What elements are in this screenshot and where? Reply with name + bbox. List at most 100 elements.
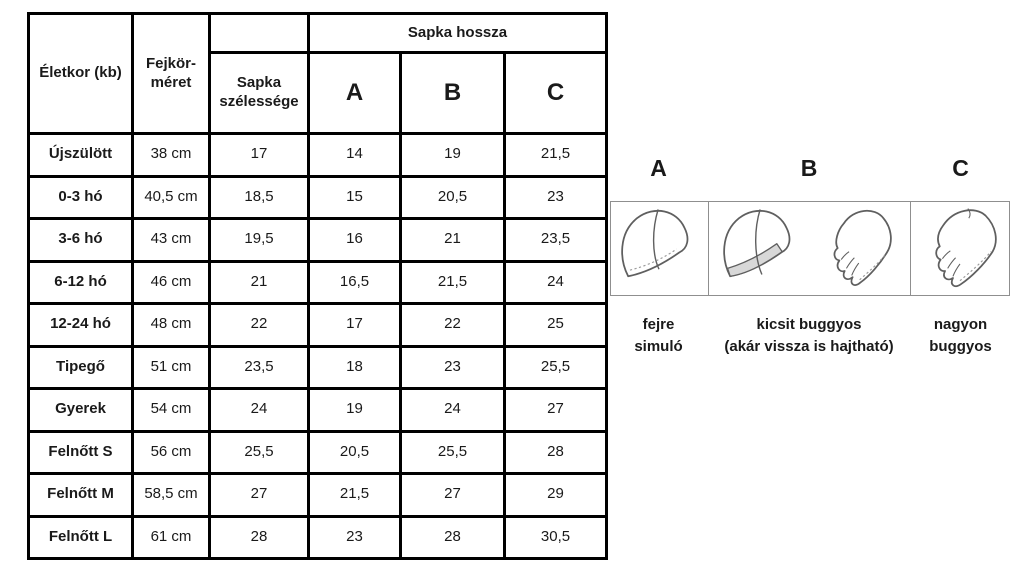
value-cell: 21,5 bbox=[307, 472, 402, 518]
size-table-body: Újszülött 38 cm 17 14 19 21,5 0-3 hó 40,5 cm 18,… bbox=[27, 132, 608, 560]
header-age: Életkor (kb) bbox=[27, 12, 134, 135]
value-cell: 23 bbox=[399, 344, 506, 390]
value-cell: 40,5 cm bbox=[131, 174, 211, 220]
value-cell: 25,5 bbox=[399, 429, 506, 475]
legend-letter-c: C bbox=[952, 155, 969, 181]
value-cell: 23 bbox=[503, 174, 608, 220]
table-row: Újszülött 38 cm 17 14 19 21,5 bbox=[27, 132, 608, 178]
value-cell: 43 cm bbox=[131, 217, 211, 263]
row-label-cell: Felnőtt S bbox=[27, 429, 134, 475]
value-cell: 29 bbox=[503, 472, 608, 518]
legend-letter-b: B bbox=[800, 155, 818, 181]
value-cell: 30,5 bbox=[503, 514, 608, 560]
legend-illustration-strip bbox=[610, 201, 1010, 296]
header-hat-width: Sapka szélessége bbox=[208, 51, 310, 135]
hat-a-caption: fejre simuló bbox=[634, 316, 683, 355]
value-cell: 21,5 bbox=[399, 259, 506, 305]
row-label-cell: 0-3 hó bbox=[27, 174, 134, 220]
hat-c-caption: nagyon buggyos bbox=[929, 316, 992, 355]
table-row: Felnőtt M 58,5 cm 27 21,5 27 29 bbox=[27, 472, 608, 518]
header-empty-cell bbox=[208, 12, 310, 54]
size-chart-table: Életkor (kb) Fejkör-méret Sapka hossza S… bbox=[27, 12, 608, 560]
value-cell: 20,5 bbox=[307, 429, 402, 475]
header-col-c: C bbox=[503, 51, 608, 135]
legend-letter-a: A bbox=[650, 155, 667, 181]
header-head-circumference: Fejkör-méret bbox=[131, 12, 211, 135]
legend-captions-row: fejre simuló kicsit buggyos (akár vissza… bbox=[610, 314, 1010, 358]
row-label-cell: Gyerek bbox=[27, 387, 134, 433]
table-row: 12-24 hó 48 cm 22 17 22 25 bbox=[27, 302, 608, 348]
fold-band-beanie-icon bbox=[723, 208, 791, 277]
value-cell: 27 bbox=[399, 472, 506, 518]
table-row: Tipegő 51 cm 23,5 18 23 25,5 bbox=[27, 344, 608, 390]
value-cell: 54 cm bbox=[131, 387, 211, 433]
row-label-cell: Felnőtt L bbox=[27, 514, 134, 560]
table-row: Felnőtt S 56 cm 25,5 20,5 25,5 28 bbox=[27, 429, 608, 475]
value-cell: 14 bbox=[307, 132, 402, 178]
very-slouchy-beanie-icon bbox=[935, 207, 997, 287]
row-label-cell: Tipegő bbox=[27, 344, 134, 390]
value-cell: 21,5 bbox=[503, 132, 608, 178]
slouchy-beanie-icon bbox=[833, 209, 892, 286]
hat-b-illustration-cell bbox=[707, 202, 911, 295]
header-hat-length: Sapka hossza bbox=[307, 12, 608, 54]
row-label-cell: Felnőtt M bbox=[27, 472, 134, 518]
table-row: Felnőtt L 61 cm 28 23 28 30,5 bbox=[27, 514, 608, 560]
value-cell: 46 cm bbox=[131, 259, 211, 305]
value-cell: 16,5 bbox=[307, 259, 402, 305]
row-label-cell: 12-24 hó bbox=[27, 302, 134, 348]
row-label-cell: Újszülött bbox=[27, 132, 134, 178]
hat-c-illustration-cell bbox=[911, 202, 1010, 295]
value-cell: 23 bbox=[307, 514, 402, 560]
value-cell: 22 bbox=[399, 302, 506, 348]
value-cell: 25,5 bbox=[503, 344, 608, 390]
value-cell: 23,5 bbox=[208, 344, 310, 390]
hat-b-caption: kicsit buggyos (akár vissza is hajtható) bbox=[724, 316, 894, 355]
value-cell: 19 bbox=[307, 387, 402, 433]
value-cell: 21 bbox=[399, 217, 506, 263]
value-cell: 28 bbox=[208, 514, 310, 560]
value-cell: 24 bbox=[399, 387, 506, 433]
fitted-beanie-icon bbox=[621, 208, 689, 277]
value-cell: 17 bbox=[208, 132, 310, 178]
value-cell: 18 bbox=[307, 344, 402, 390]
row-label-cell: 6-12 hó bbox=[27, 259, 134, 305]
value-cell: 56 cm bbox=[131, 429, 211, 475]
value-cell: 17 bbox=[307, 302, 402, 348]
value-cell: 61 cm bbox=[131, 514, 211, 560]
value-cell: 25,5 bbox=[208, 429, 310, 475]
header-row-top: Életkor (kb) Fejkör-méret Sapka hossza bbox=[27, 12, 608, 135]
value-cell: 28 bbox=[399, 514, 506, 560]
value-cell: 19,5 bbox=[208, 217, 310, 263]
table-row: Gyerek 54 cm 24 19 24 27 bbox=[27, 387, 608, 433]
value-cell: 18,5 bbox=[208, 174, 310, 220]
value-cell: 20,5 bbox=[399, 174, 506, 220]
value-cell: 24 bbox=[208, 387, 310, 433]
value-cell: 24 bbox=[503, 259, 608, 305]
header-col-a: A bbox=[307, 51, 402, 135]
value-cell: 58,5 cm bbox=[131, 472, 211, 518]
hat-a-illustration-cell bbox=[611, 202, 708, 295]
value-cell: 28 bbox=[503, 429, 608, 475]
value-cell: 23,5 bbox=[503, 217, 608, 263]
header-col-b: B bbox=[399, 51, 506, 135]
value-cell: 16 bbox=[307, 217, 402, 263]
table-row: 0-3 hó 40,5 cm 18,5 15 20,5 23 bbox=[27, 174, 608, 220]
value-cell: 19 bbox=[399, 132, 506, 178]
table-row: 3-6 hó 43 cm 19,5 16 21 23,5 bbox=[27, 217, 608, 263]
value-cell: 27 bbox=[208, 472, 310, 518]
value-cell: 48 cm bbox=[131, 302, 211, 348]
value-cell: 25 bbox=[503, 302, 608, 348]
value-cell: 15 bbox=[307, 174, 402, 220]
value-cell: 51 cm bbox=[131, 344, 211, 390]
hat-style-legend: A B C bbox=[610, 153, 1010, 358]
legend-letters-row: A B C bbox=[610, 153, 1010, 183]
value-cell: 22 bbox=[208, 302, 310, 348]
value-cell: 27 bbox=[503, 387, 608, 433]
value-cell: 21 bbox=[208, 259, 310, 305]
value-cell: 38 cm bbox=[131, 132, 211, 178]
table-row: 6-12 hó 46 cm 21 16,5 21,5 24 bbox=[27, 259, 608, 305]
header-row-bottom: Sapka szélessége A B C bbox=[29, 51, 608, 135]
row-label-cell: 3-6 hó bbox=[27, 217, 134, 263]
